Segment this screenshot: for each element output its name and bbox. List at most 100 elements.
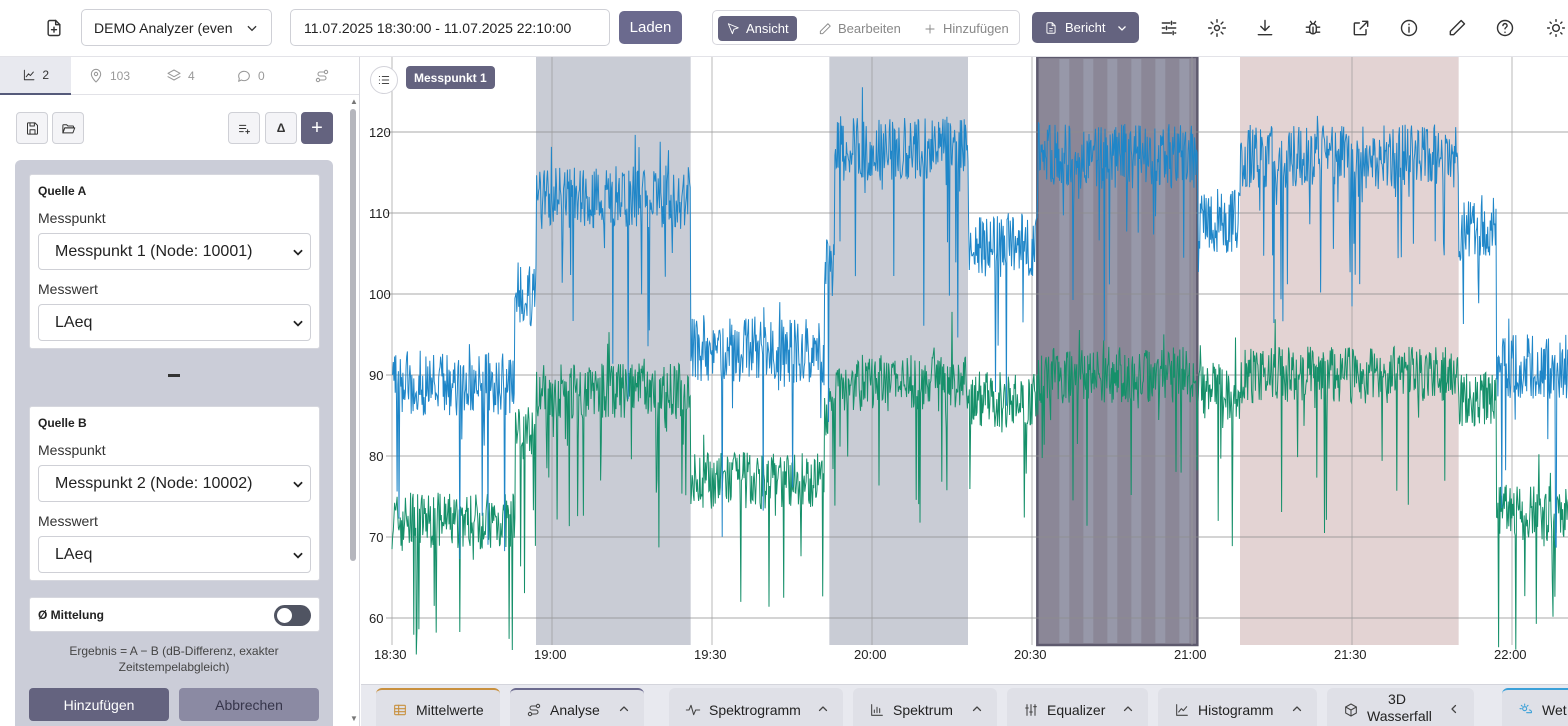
tab-points[interactable]: 103 bbox=[66, 57, 152, 95]
x-tick-label: 19:00 bbox=[534, 647, 567, 662]
scrollbar-thumb[interactable] bbox=[350, 109, 356, 561]
averaging-toggle[interactable] bbox=[274, 605, 311, 626]
x-tick-label: 20:00 bbox=[854, 647, 887, 662]
selection-stripe bbox=[1083, 59, 1094, 643]
delta-button[interactable]: Δ bbox=[265, 112, 297, 144]
x-tick-label: 18:30 bbox=[374, 647, 407, 662]
cancel-button[interactable]: Abbrechen bbox=[179, 688, 319, 721]
y-tick-label: 110 bbox=[369, 206, 390, 221]
series-line-b[interactable] bbox=[391, 311, 1568, 655]
new-file-icon[interactable] bbox=[40, 14, 68, 42]
source-a-card: Quelle A Messpunkt Messpunkt 1 (Node: 10… bbox=[29, 174, 320, 349]
external-link-icon[interactable] bbox=[1347, 14, 1375, 42]
tab-comments[interactable]: 0 bbox=[214, 57, 287, 95]
bottom-tab-equalizer[interactable]: Equalizer bbox=[1007, 688, 1148, 726]
scroll-down-icon[interactable]: ▼ bbox=[350, 714, 358, 723]
tab-layers[interactable]: 4 bbox=[144, 57, 217, 95]
sliders-icon[interactable] bbox=[1155, 14, 1183, 42]
open-button[interactable] bbox=[52, 112, 84, 144]
x-tick-label: 20:30 bbox=[1014, 647, 1047, 662]
settings-icon[interactable] bbox=[1203, 14, 1231, 42]
bar-chart-icon bbox=[871, 704, 883, 716]
tab-charts[interactable]: 2 bbox=[0, 57, 71, 95]
chevron-down-icon bbox=[1118, 25, 1127, 31]
pencil-icon[interactable] bbox=[1443, 14, 1471, 42]
source-b-point-label: Messpunkt bbox=[38, 442, 106, 458]
add-button[interactable]: Hinzufügen bbox=[29, 688, 169, 721]
save-icon bbox=[26, 121, 38, 135]
bottom-tab-histogramm[interactable]: Histogramm bbox=[1158, 688, 1317, 726]
top-toolbar: DEMO Analyzer (even 11.07.2025 18:30:00 … bbox=[0, 0, 1568, 57]
comment-icon bbox=[238, 70, 250, 82]
info-icon[interactable] bbox=[1395, 14, 1423, 42]
bottom-tab-analyse[interactable]: Analyse bbox=[510, 688, 644, 726]
chevron-up-icon bbox=[619, 706, 629, 712]
source-b-point-value: Messpunkt 2 (Node: 10002) bbox=[55, 474, 253, 492]
source-b-value-label: Messwert bbox=[38, 513, 98, 529]
source-b-value-select[interactable]: LAeq bbox=[38, 536, 311, 573]
mode-edit-button[interactable]: Bearbeiten bbox=[810, 16, 909, 41]
chart-area[interactable]: 60 70 80 90 100 110 120 18:30 19:00 19:30 20:00 20:… bbox=[361, 57, 1568, 684]
series-list-button[interactable] bbox=[370, 66, 398, 94]
bottom-tab-label: Spektrum bbox=[893, 702, 953, 718]
bottom-tab-bar: Mittelwerte Analyse Spektrogramm Spektrum Eq… bbox=[361, 684, 1568, 726]
list-add-button[interactable] bbox=[228, 112, 260, 144]
x-tick-label: 21:30 bbox=[1334, 647, 1367, 662]
equalizer-icon bbox=[1025, 704, 1037, 716]
series-tag[interactable]: Messpunkt 1 bbox=[406, 66, 495, 89]
cursor-icon bbox=[727, 22, 739, 34]
download-icon[interactable] bbox=[1251, 14, 1279, 42]
series-line-a[interactable] bbox=[391, 87, 1568, 560]
result-note-line-1: Ergebnis = A − B (dB-Differenz, exakter bbox=[69, 644, 279, 658]
sun-icon[interactable] bbox=[1542, 14, 1568, 42]
report-button[interactable]: Bericht bbox=[1032, 12, 1139, 43]
source-a-value-select[interactable]: LAeq bbox=[38, 304, 311, 341]
source-b-point-select[interactable]: Messpunkt 2 (Node: 10002) bbox=[38, 465, 311, 502]
document-icon bbox=[1046, 21, 1056, 34]
y-tick-label: 120 bbox=[369, 125, 391, 140]
tab-routes[interactable] bbox=[292, 57, 352, 95]
bottom-tab-wet[interactable]: Wet bbox=[1502, 688, 1568, 726]
mode-add-label: Hinzufügen bbox=[943, 21, 1009, 36]
chevron-up-icon bbox=[972, 706, 982, 712]
chevron-up-icon bbox=[818, 706, 828, 712]
bottom-tab-label: Analyse bbox=[550, 702, 600, 718]
minus-operator bbox=[168, 374, 180, 377]
bottom-tab-label: Spektrogramm bbox=[709, 702, 801, 718]
mode-view-label: Ansicht bbox=[746, 21, 789, 36]
cube-icon bbox=[1345, 703, 1357, 717]
plus-button[interactable]: + bbox=[301, 112, 333, 144]
level-chart[interactable]: 60 70 80 90 100 110 120 18:30 19:00 19:30 20:00 20:… bbox=[361, 57, 1568, 684]
route-icon bbox=[315, 69, 329, 83]
mode-add-button[interactable]: Hinzufügen bbox=[915, 16, 1017, 41]
bug-icon[interactable] bbox=[1299, 14, 1327, 42]
source-a-point-value: Messpunkt 1 (Node: 10001) bbox=[55, 242, 253, 260]
bottom-tab-spektrum[interactable]: Spektrum bbox=[853, 688, 997, 726]
bottom-tab-3d-wasserfall[interactable]: 3D Wasserfall bbox=[1327, 688, 1474, 726]
mode-view-button[interactable]: Ansicht bbox=[718, 16, 797, 41]
y-tick-label: 90 bbox=[369, 368, 383, 383]
source-b-card: Quelle B Messpunkt Messpunkt 2 (Node: 10… bbox=[29, 406, 320, 581]
source-a-point-select[interactable]: Messpunkt 1 (Node: 10001) bbox=[38, 233, 311, 270]
y-tick-label: 70 bbox=[369, 530, 383, 545]
source-b-title: Quelle B bbox=[38, 416, 87, 430]
help-icon[interactable] bbox=[1491, 14, 1519, 42]
tab-layers-count: 4 bbox=[188, 69, 195, 83]
load-button[interactable]: Laden bbox=[619, 11, 682, 44]
route-icon bbox=[527, 703, 541, 717]
difference-form: Quelle A Messpunkt Messpunkt 1 (Node: 10… bbox=[15, 160, 333, 726]
bottom-tab-mittelwerte[interactable]: Mittelwerte bbox=[376, 688, 500, 726]
chevron-down-icon bbox=[293, 320, 303, 327]
bottom-tab-spektrogramm[interactable]: Spektrogramm bbox=[669, 688, 843, 726]
averaging-card: Ø Mittelung bbox=[29, 597, 320, 632]
time-range-input[interactable]: 11.07.2025 18:30:00 - 11.07.2025 22:10:0… bbox=[290, 9, 610, 46]
pencil-icon bbox=[819, 22, 831, 34]
histogram-icon bbox=[1176, 704, 1188, 716]
save-button[interactable] bbox=[16, 112, 48, 144]
analyzer-select[interactable]: DEMO Analyzer (even bbox=[81, 9, 272, 46]
selection-stripe bbox=[1179, 59, 1190, 643]
scroll-up-icon[interactable]: ▲ bbox=[350, 97, 358, 106]
plus-icon bbox=[925, 23, 935, 34]
chart-icon bbox=[23, 69, 35, 81]
